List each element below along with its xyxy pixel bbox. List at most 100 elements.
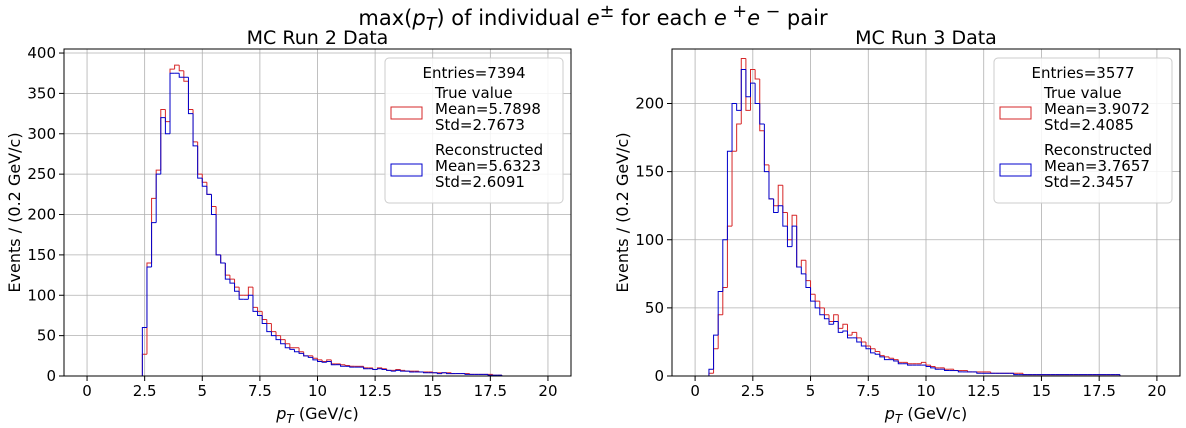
figure-suptitle: max(pT) of individual e± for each e +e −… <box>358 2 828 36</box>
y-tick-label: 0 <box>46 367 56 385</box>
histogram-bin <box>340 364 346 367</box>
histogram-bin <box>722 286 728 315</box>
histogram-bin <box>298 351 304 354</box>
x-tick-label: 0 <box>690 382 700 400</box>
histogram-bin <box>796 215 802 268</box>
histogram-bin <box>201 178 207 187</box>
histogram-bin <box>409 371 415 373</box>
histogram-bin <box>731 150 737 227</box>
histogram-bin <box>326 359 332 362</box>
y-tick-label: 100 <box>27 286 56 304</box>
histogram-bin <box>731 103 737 152</box>
histogram-bin <box>206 182 212 195</box>
histogram-series-reconstructed <box>141 72 503 376</box>
histogram-bin <box>800 259 806 267</box>
histogram-bin <box>257 307 263 312</box>
histogram-bin <box>298 347 304 353</box>
histogram-bin <box>423 371 429 374</box>
histogram-bin <box>846 331 853 339</box>
legend-entry-line: Reconstructed <box>435 141 543 159</box>
legend-title: Entries=7394 <box>423 64 526 82</box>
histogram-bin <box>326 360 332 363</box>
legend-swatch-true-value <box>390 106 423 120</box>
x-tick-label: 5 <box>197 382 207 400</box>
histogram-bin <box>768 171 774 200</box>
histogram-bin <box>823 307 830 316</box>
histogram-bin <box>870 348 876 354</box>
histogram-bin <box>856 337 862 343</box>
histogram-bin <box>390 370 396 372</box>
histogram-bin <box>860 337 866 343</box>
histogram-bin <box>837 314 843 329</box>
histogram-bin <box>763 123 769 173</box>
histogram-bin <box>745 69 751 98</box>
histogram-bin <box>234 279 240 288</box>
histogram-bin <box>833 314 839 322</box>
histogram-bin <box>215 214 221 256</box>
histogram-bin <box>270 323 277 333</box>
y-tick-label: 150 <box>27 246 56 264</box>
histogram-bin <box>865 346 871 350</box>
x-tick-label: 10 <box>916 382 935 400</box>
histogram-bin <box>773 198 779 213</box>
histogram-bin <box>814 294 820 302</box>
histogram-bin <box>187 81 194 111</box>
histogram-bin <box>238 291 244 300</box>
histogram-bin <box>796 226 802 268</box>
histogram-bin <box>178 65 184 72</box>
histogram-bin <box>164 109 171 123</box>
histogram-bin <box>943 369 950 372</box>
histogram-bin <box>321 359 327 362</box>
legend-entry-line: Std=2.3457 <box>1044 173 1134 191</box>
histogram-bin <box>441 372 447 374</box>
plot-frame <box>63 48 572 377</box>
x-tick-label: 12.5 <box>358 382 391 400</box>
x-tick-label: 7.5 <box>856 382 880 400</box>
y-tick-label: 100 <box>635 231 664 249</box>
histogram-bin <box>330 359 336 365</box>
histogram-bin <box>155 173 161 223</box>
histogram-bin <box>786 212 793 241</box>
histogram-bin <box>192 113 198 147</box>
histogram-bin <box>169 68 175 122</box>
legend-entry-line: True value <box>1043 84 1122 102</box>
histogram-bin <box>446 372 452 375</box>
histogram-bin <box>303 353 309 357</box>
y-axis-label: Events / (0.2 GeV/c) <box>613 132 632 292</box>
histogram-bin <box>874 352 880 355</box>
histogram-bin <box>252 295 258 312</box>
histogram-bin <box>160 109 166 171</box>
histogram-bin <box>907 362 913 365</box>
histogram-bin <box>247 286 253 296</box>
histogram-bin <box>893 359 899 362</box>
y-tick-label: 350 <box>27 84 56 102</box>
histogram-bin <box>879 351 885 357</box>
histogram-bin <box>713 348 719 374</box>
histogram-bin <box>257 311 263 316</box>
histogram-bin <box>436 372 442 375</box>
histogram-series-reconstructed <box>708 68 1134 377</box>
histogram-bin <box>280 339 286 345</box>
plot-frame <box>671 48 1181 377</box>
histogram-bin <box>266 323 272 333</box>
legend: Entries=7394 True valueMean=5.7898Std=2.7… <box>384 57 564 204</box>
histogram-bin <box>791 214 797 240</box>
histogram-bin <box>220 254 226 264</box>
histogram-bin <box>786 226 793 248</box>
histogram-bin <box>768 164 774 200</box>
histogram-bin <box>856 332 862 339</box>
histogram-bin <box>312 357 318 361</box>
histogram-bin <box>736 123 742 152</box>
legend-entry-line: True value <box>434 84 513 102</box>
histogram-bin <box>717 314 723 349</box>
histogram-bin <box>754 69 760 80</box>
histogram-bin <box>828 318 834 325</box>
histogram-bin <box>187 77 194 115</box>
histogram-bin <box>192 109 198 143</box>
histogram-bin <box>261 315 267 325</box>
histogram-bin <box>284 339 290 345</box>
x-tick-label: 20 <box>538 382 557 400</box>
histogram-bin <box>842 323 848 329</box>
histogram-bin <box>160 117 166 175</box>
